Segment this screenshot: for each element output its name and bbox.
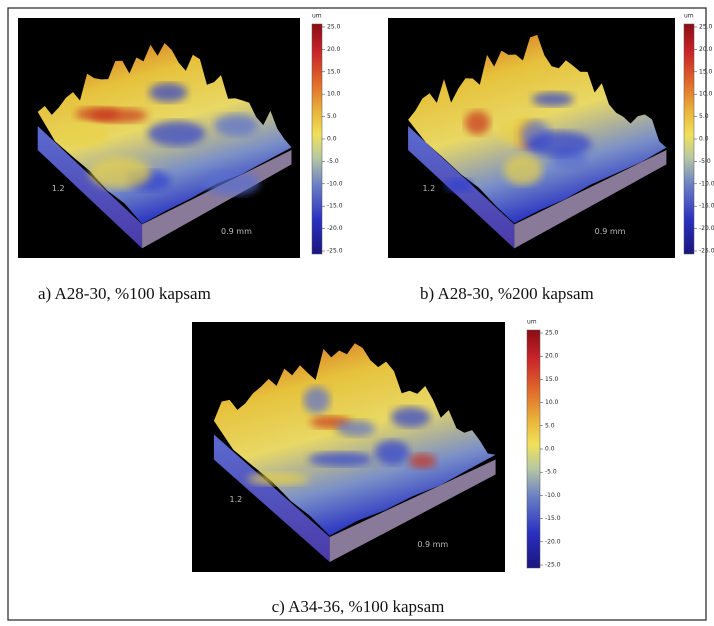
colorbar-tick-label: 10.0 xyxy=(545,399,559,406)
colorbar-tick-label: -25.0 xyxy=(545,562,561,569)
colorbar-unit: um xyxy=(684,13,694,20)
colorbar-tick-label: 5.0 xyxy=(545,422,555,429)
colorbar-tick-label: -10.0 xyxy=(545,492,561,499)
colorbar-tick-label: 5.0 xyxy=(699,113,709,120)
surface-patch xyxy=(409,453,437,468)
colorbar xyxy=(684,24,694,254)
surface-patch xyxy=(504,154,543,185)
colorbar-tick-label: 10.0 xyxy=(699,91,713,98)
colorbar-tick-label: -15.0 xyxy=(699,203,714,210)
colorbar-tick-label: 15.0 xyxy=(699,68,713,75)
surface-patch xyxy=(336,420,375,437)
surface-patch xyxy=(303,387,330,414)
surface-patch xyxy=(91,108,148,123)
colorbar-tick-label: 0.0 xyxy=(327,136,337,143)
surface-patch xyxy=(532,92,574,106)
surface-patch xyxy=(527,131,591,157)
colorbar-tick-label: 10.0 xyxy=(327,91,341,98)
colorbar-tick-label: 0.0 xyxy=(699,136,709,143)
colorbar-tick-label: -10.0 xyxy=(699,180,714,187)
surface-patch xyxy=(89,157,151,188)
colorbar-tick-label: 15.0 xyxy=(327,68,341,75)
colorbar-tick-label: -5.0 xyxy=(327,158,339,165)
colorbar xyxy=(312,24,322,254)
colorbar-tick-label: 0.0 xyxy=(545,446,555,453)
colorbar-tick-label: 20.0 xyxy=(699,46,713,53)
colorbar-tick-label: -20.0 xyxy=(699,225,714,232)
axis-label: 1.2 xyxy=(52,184,65,193)
colorbar-tick-label: -5.0 xyxy=(545,469,557,476)
caption: b) A28-30, %200 kapsam xyxy=(420,284,594,303)
surface-patch xyxy=(148,121,205,146)
surface-patch xyxy=(308,452,372,466)
axis-label: 1.2 xyxy=(230,495,243,504)
colorbar-tick-label: -15.0 xyxy=(545,515,561,522)
colorbar-tick-label: -10.0 xyxy=(327,180,343,187)
colorbar-tick-label: 20.0 xyxy=(545,353,559,360)
colorbar-tick-label: 20.0 xyxy=(327,46,341,53)
colorbar-tick-label: 25.0 xyxy=(545,330,559,337)
surface-patch xyxy=(375,440,409,465)
caption: a) A28-30, %100 kapsam xyxy=(38,284,211,303)
surface-patch xyxy=(214,114,257,136)
colorbar-tick-label: 15.0 xyxy=(545,376,559,383)
caption: c) A34-36, %100 kapsam xyxy=(272,597,445,616)
colorbar xyxy=(527,330,540,568)
colorbar-tick-label: -25.0 xyxy=(699,248,714,255)
colorbar-tick-label: 25.0 xyxy=(327,24,341,31)
colorbar-tick-label: -5.0 xyxy=(699,158,711,165)
colorbar-tick-label: -15.0 xyxy=(327,203,343,210)
colorbar-tick-label: -20.0 xyxy=(545,538,561,545)
colorbar-tick-label: 5.0 xyxy=(327,113,337,120)
surface-patch xyxy=(248,473,309,486)
surface-patch xyxy=(203,171,260,196)
surface-patch xyxy=(465,111,490,135)
colorbar-unit: um xyxy=(312,13,322,20)
surface-patch xyxy=(391,407,430,427)
colorbar-tick-label: -20.0 xyxy=(327,225,343,232)
axis-label: 0.9 mm xyxy=(417,540,448,549)
surface-patch xyxy=(445,178,473,191)
axis-label: 0.9 mm xyxy=(221,227,252,236)
colorbar-tick-label: 25.0 xyxy=(699,24,713,31)
surface-patch xyxy=(55,122,109,147)
colorbar-tick-label: -25.0 xyxy=(327,248,343,255)
axis-label: 1.2 xyxy=(422,184,435,193)
figure: 1.2 0.9 mm um 25.0 20.0 15.0 10.0 5.0 0.0 -5.0 -10… xyxy=(0,0,714,626)
surface-patch xyxy=(149,83,187,102)
axis-label: 0.9 mm xyxy=(595,227,626,236)
colorbar-unit: um xyxy=(527,319,537,326)
